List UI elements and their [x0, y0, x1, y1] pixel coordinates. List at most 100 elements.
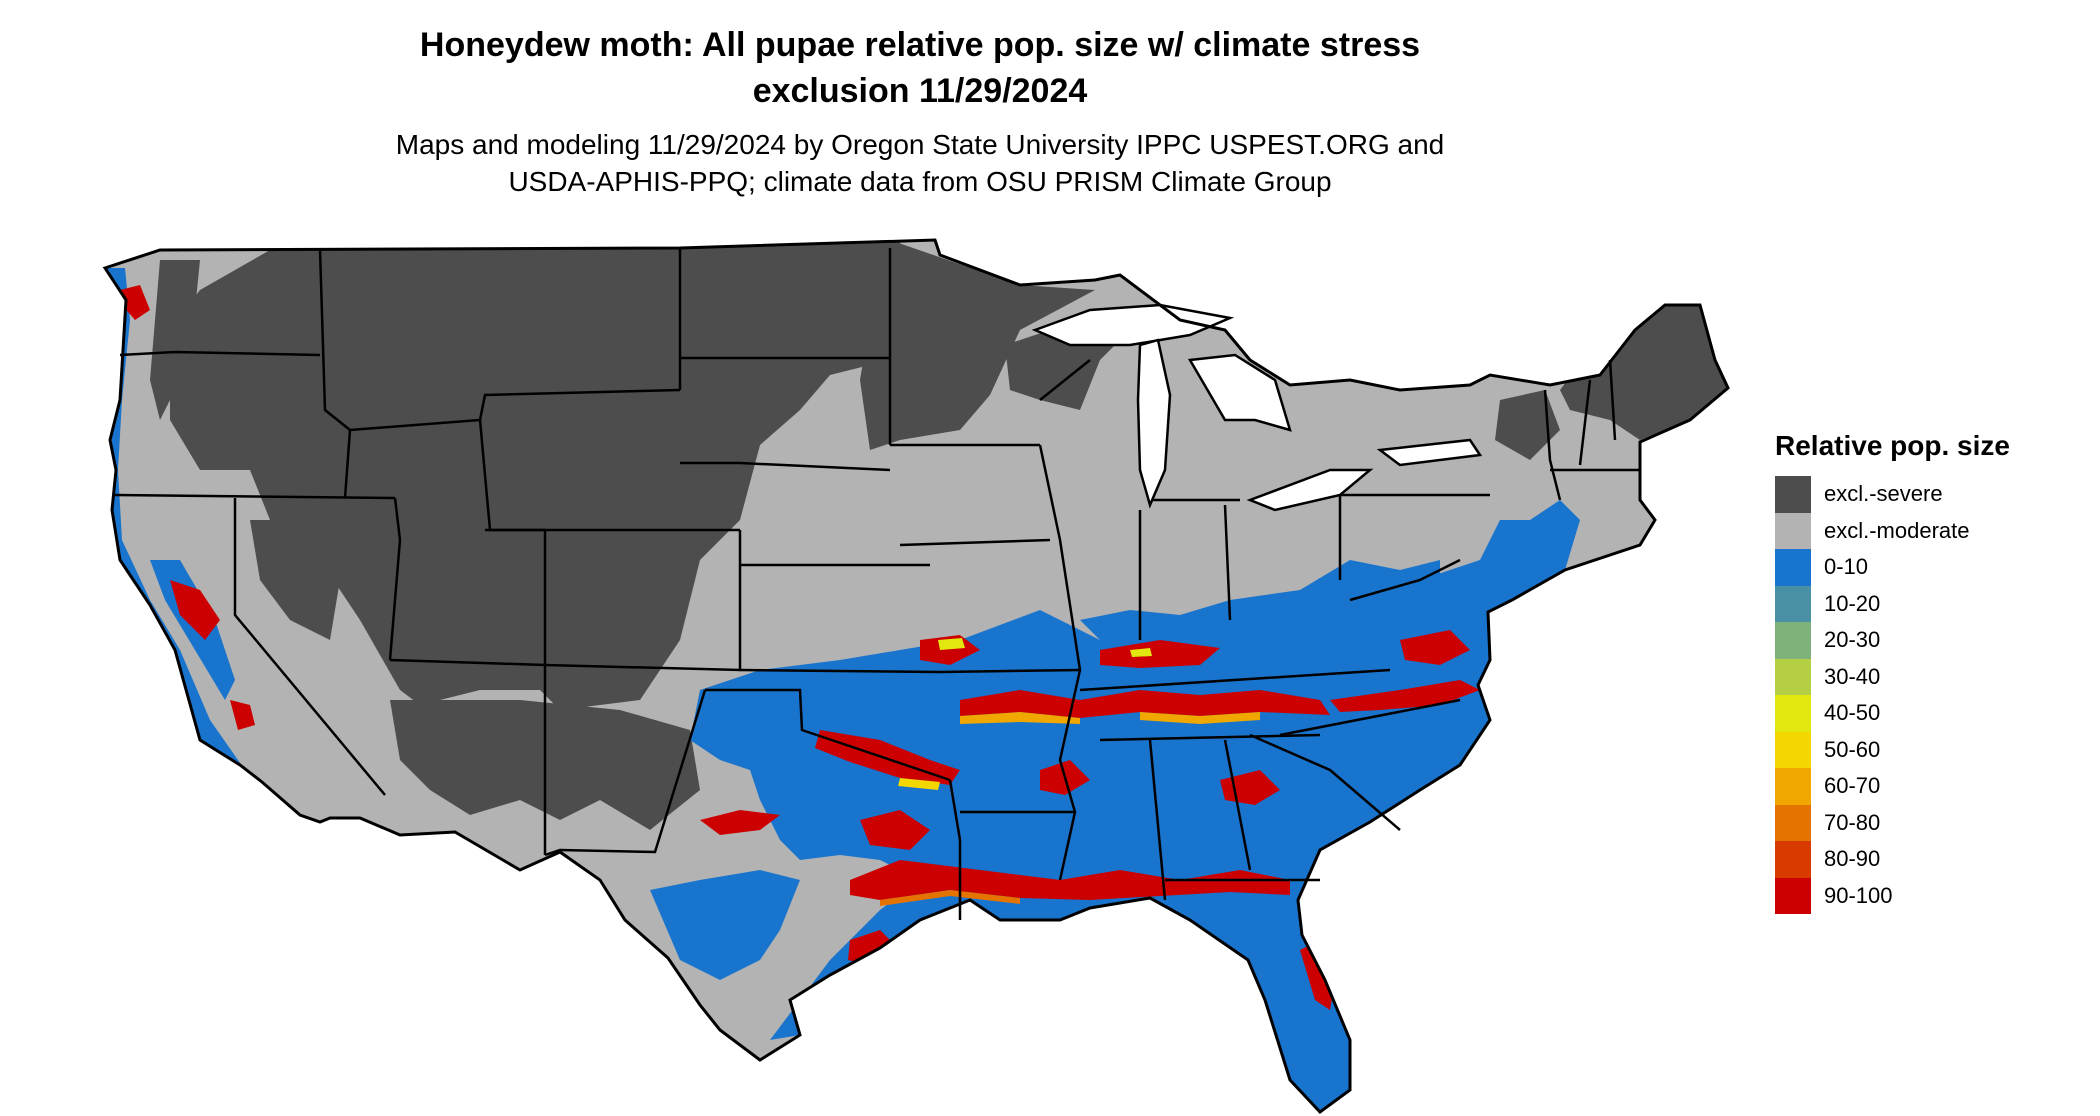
legend-swatch: [1775, 841, 1811, 878]
great-lakes: [1031, 303, 1483, 512]
blue-central-valley: [150, 560, 235, 700]
legend-item: excl.-severe: [1775, 476, 2010, 513]
legend-label: 70-80: [1824, 809, 1881, 835]
border-kansas-oklahoma: [739, 668, 941, 674]
map-title: Honeydew moth: All pupae relative pop. s…: [300, 22, 1540, 114]
legend-label: 0-10: [1824, 554, 1869, 580]
border-iowa-missouri: [899, 538, 1051, 547]
legend-label: 20-30: [1824, 627, 1881, 653]
blue-ohio-valley: [1080, 560, 1440, 650]
legend-label: 80-90: [1824, 846, 1881, 872]
hotspot-virginia: [1400, 630, 1470, 665]
legend-swatch: [1775, 622, 1811, 659]
legend-swatch: [1775, 804, 1811, 841]
hotspot-group: [120, 285, 1480, 1010]
legend-label: 30-40: [1824, 663, 1881, 689]
hotspot-missouri: [920, 635, 980, 665]
accent-tennessee: [1140, 712, 1260, 724]
border-california-nevada: [233, 498, 386, 796]
border-dakota-nebraska: [680, 461, 891, 472]
legend-swatch: [1775, 476, 1811, 513]
border-tennessee-south: [1099, 733, 1321, 742]
legend-label: 50-60: [1824, 736, 1881, 762]
hotspot-texas-coast: [848, 930, 895, 965]
border-vermont-new-hampshire: [1578, 379, 1592, 466]
border-new-england-west: [1543, 389, 1562, 501]
legend-swatch: [1775, 768, 1811, 805]
legend-item: 60-70: [1775, 768, 2010, 805]
blue-south-texas: [650, 870, 800, 980]
border-new-mexico-texas: [544, 689, 707, 857]
legend-item: 20-30: [1775, 622, 2010, 659]
border-oregon-california: [114, 493, 396, 500]
border-alabama-georgia: [1223, 739, 1252, 871]
border-georgia-carolinas: [1249, 733, 1401, 831]
border-alabama-mississippi: [1148, 739, 1167, 901]
legend-items: excl.-severe excl.-moderate 0-10 10-20 20-30…: [1775, 476, 2010, 914]
legend-title: Relative pop. size: [1775, 430, 2010, 461]
border-oklahoma-texas: [705, 688, 951, 782]
legend-label: excl.-severe: [1824, 481, 1943, 507]
legend-label: 10-20: [1824, 590, 1881, 616]
legend-swatch: [1775, 695, 1811, 732]
state-borders: [114, 248, 1640, 920]
legend-item: 70-80: [1775, 804, 2010, 841]
border-washington-oregon: [119, 350, 321, 357]
legend-item: 50-60: [1775, 731, 2010, 768]
accent-kentucky: [1130, 648, 1152, 657]
legend-item: 30-40: [1775, 658, 2010, 695]
legend-item: excl.-moderate: [1775, 512, 2010, 549]
legend-swatch: [1775, 731, 1811, 768]
us-map: [103, 238, 1730, 1114]
legend-item: 10-20: [1775, 585, 2010, 622]
map-subtitle: Maps and modeling 11/29/2024 by Oregon S…: [300, 126, 1540, 200]
legend-swatch: [1775, 658, 1811, 695]
map-subtitle-line-1: Maps and modeling 11/29/2024 by Oregon S…: [395, 129, 1445, 160]
severe-adirondacks: [1495, 390, 1560, 460]
border-nevada-utah: [388, 497, 402, 661]
legend-swatch: [1775, 549, 1811, 586]
legend-item: 80-90: [1775, 841, 2010, 878]
legend-swatch: [1775, 877, 1811, 914]
border-missouri-arkansas: [939, 668, 1081, 674]
border-new-hampshire-maine: [1608, 359, 1617, 441]
border-idaho-west: [318, 249, 352, 499]
lake-huron: [1187, 353, 1292, 432]
legend-swatch: [1775, 512, 1811, 549]
accent-oklahoma-south: [898, 778, 940, 790]
border-carolinas: [1279, 698, 1461, 737]
border-texas-louisiana: [948, 779, 962, 920]
legend-item: 90-100: [1775, 877, 2010, 914]
legend-swatch: [1775, 585, 1811, 622]
legend-label: excl.-moderate: [1824, 517, 1970, 543]
border-virginia-north: [1349, 558, 1461, 602]
severe-cascades: [150, 260, 200, 420]
severe-great-basin: [250, 520, 340, 640]
hotspot-central-california: [170, 580, 220, 640]
hotspot-arkansas-tennessee: [960, 690, 1330, 718]
severe-upper-midwest: [860, 240, 1095, 450]
hotspot-west-texas: [700, 810, 780, 835]
legend-label: 90-100: [1824, 882, 1893, 908]
border-mississippi-river: [1038, 444, 1082, 881]
lake-erie: [1246, 468, 1374, 512]
hotspot-kentucky: [1100, 640, 1220, 668]
hotspot-washington: [120, 285, 150, 320]
accent-gulf-coast: [880, 890, 1020, 906]
border-utah-arizona: [389, 658, 546, 667]
accent-oklahoma: [938, 638, 965, 650]
hotspot-southern-california: [230, 700, 255, 730]
lake-ontario: [1376, 438, 1483, 467]
map-title-line-2: exclusion 11/29/2024: [752, 72, 1088, 110]
legend: Relative pop. size excl.-severe excl.-mod…: [1775, 430, 2010, 914]
map-fill-layer: [105, 240, 1728, 1112]
map-subtitle-line-2: USDA-APHIS-PPQ; climate data from OSU PR…: [508, 166, 1332, 197]
border-indiana-ohio: [1223, 504, 1232, 621]
legend-label: 60-70: [1824, 773, 1881, 799]
border-tennessee-kentucky: [1079, 668, 1391, 692]
accent-arkansas: [960, 712, 1080, 724]
map-title-line-1: Honeydew moth: All pupae relative pop. s…: [419, 26, 1421, 64]
border-wisconsin-michigan: [1039, 359, 1091, 401]
legend-label: 40-50: [1824, 700, 1881, 726]
legend-item: 0-10: [1775, 549, 2010, 586]
